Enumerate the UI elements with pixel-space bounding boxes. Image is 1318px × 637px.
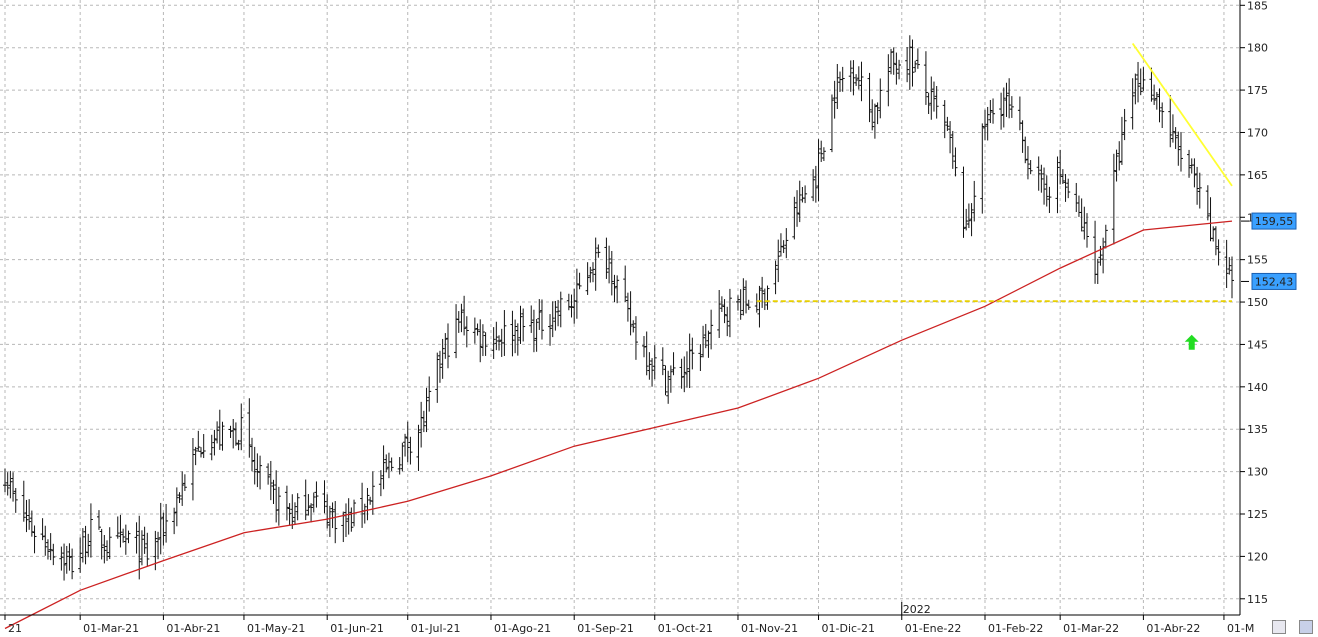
price-tags: 159,55 152,43 bbox=[1241, 212, 1297, 290]
y-tick-label: 115 bbox=[1247, 593, 1268, 606]
x-tick-label: 01-Oct-21 bbox=[658, 622, 713, 635]
y-tick-label: 135 bbox=[1247, 423, 1268, 436]
trendline-resistance bbox=[1131, 42, 1233, 187]
y-tick-label: 185 bbox=[1247, 0, 1268, 12]
x-tick-label: 01-M bbox=[1227, 622, 1254, 635]
y-tick-label: 175 bbox=[1247, 84, 1268, 97]
green-arrow-up-icon bbox=[1184, 334, 1199, 350]
y-tick-label: 125 bbox=[1247, 508, 1268, 521]
y-tick-label: 165 bbox=[1247, 169, 1268, 182]
x-tick-label: 01-Jul-21 bbox=[411, 622, 461, 635]
x-tick-label: 01-Mar-21 bbox=[83, 622, 139, 635]
price-tag-box bbox=[1251, 272, 1297, 290]
y-axis-ticks: 1151201251301351401451501551601651701751… bbox=[1240, 0, 1268, 606]
x-tick-label: 01-Ene-22 bbox=[905, 622, 962, 635]
print-icon[interactable] bbox=[1272, 620, 1286, 634]
y-tick-label: 120 bbox=[1247, 550, 1268, 563]
y-tick-label: 180 bbox=[1247, 42, 1268, 55]
plot-background bbox=[0, 0, 1240, 615]
moving-average-line bbox=[4, 220, 1233, 630]
annotations bbox=[1184, 334, 1199, 350]
ohlc-bars bbox=[3, 35, 1234, 581]
save-icon[interactable] bbox=[1299, 620, 1313, 634]
y-tick-label: 170 bbox=[1247, 126, 1268, 139]
price-tag-box bbox=[1251, 212, 1297, 230]
x-tick-label: 01-Dic-21 bbox=[822, 622, 876, 635]
x-tick-label: 01-May-21 bbox=[247, 622, 305, 635]
y-tick-label: 130 bbox=[1247, 466, 1268, 479]
price-tag-label: 152,43 bbox=[1255, 275, 1294, 288]
x-tick-label: 01-Jun-21 bbox=[330, 622, 384, 635]
y-tick-label: 155 bbox=[1247, 254, 1268, 267]
x-tick-label: 21 bbox=[8, 622, 22, 635]
y-tick-label: 140 bbox=[1247, 381, 1268, 394]
year-marker-label: 2022 bbox=[903, 603, 931, 616]
price-tag-label: 159,55 bbox=[1255, 215, 1294, 228]
x-tick-label: 01-Ago-21 bbox=[494, 622, 551, 635]
y-tick-label: 150 bbox=[1247, 296, 1268, 309]
x-tick-label: 01-Feb-22 bbox=[988, 622, 1043, 635]
x-tick-label: 01-Nov-21 bbox=[741, 622, 798, 635]
x-tick-label: 01-Abr-21 bbox=[166, 622, 220, 635]
trendlines bbox=[756, 42, 1233, 303]
x-tick-label: 01-Sep-21 bbox=[577, 622, 634, 635]
y-tick-label: 145 bbox=[1247, 338, 1268, 351]
x-tick-label: 01-Mar-22 bbox=[1063, 622, 1119, 635]
x-axis-ticks: 21 01-Mar-21 01-Abr-21 01-May-21 01-Jun-21 01… bbox=[4, 602, 1254, 635]
x-tick-label: 01-Abr-22 bbox=[1146, 622, 1200, 635]
